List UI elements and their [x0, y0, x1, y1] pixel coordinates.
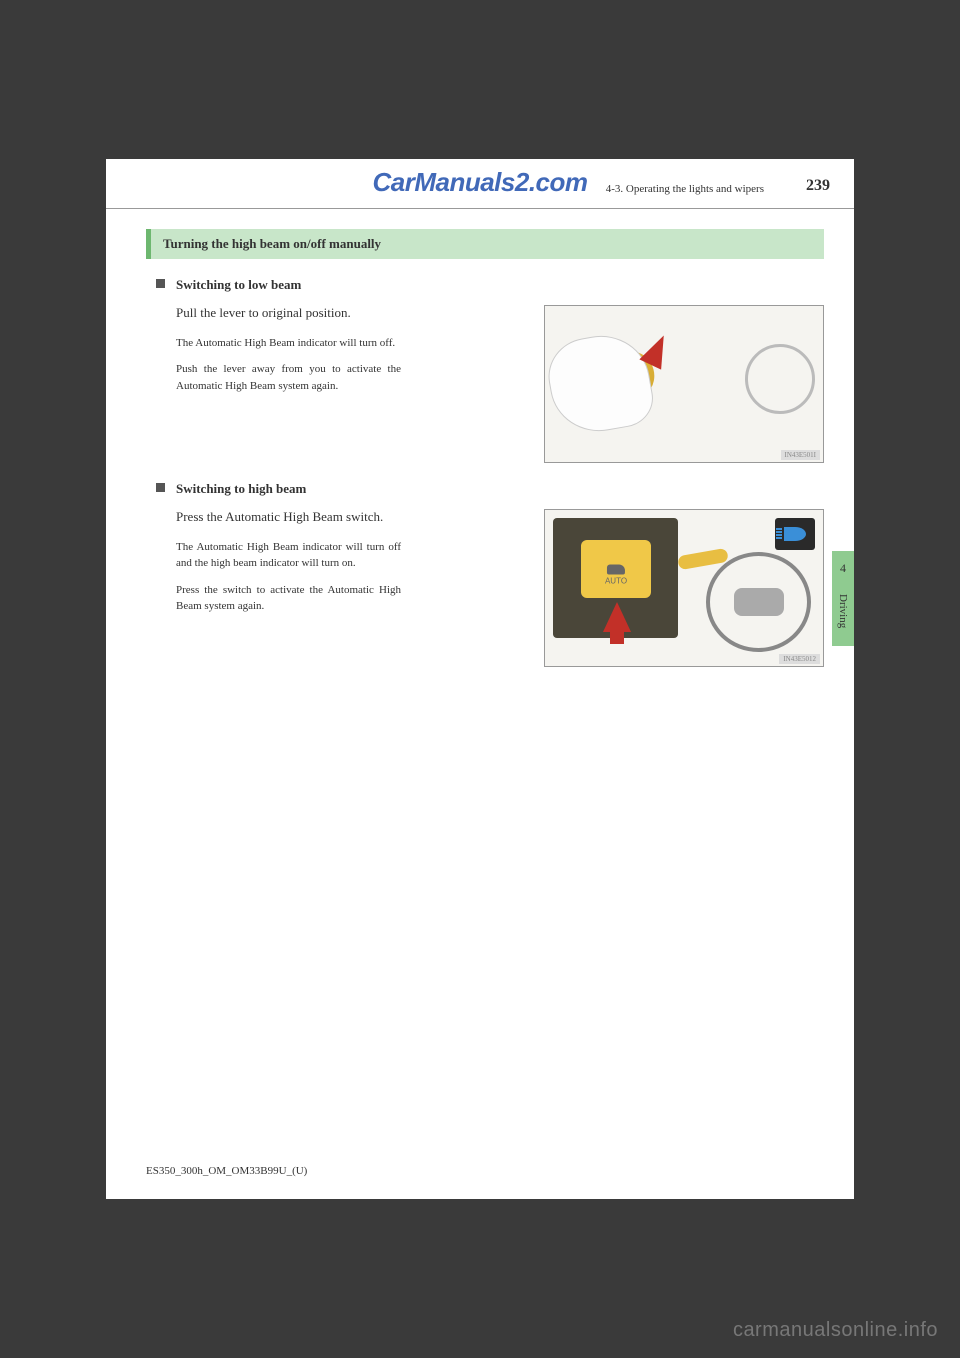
detail-text: The Automatic High Beam indicator will t… — [176, 539, 401, 572]
section-heading: Turning the high beam on/off manually — [146, 229, 824, 259]
tab-label: Driving — [837, 594, 849, 628]
text-column: Pull the lever to original position. The… — [146, 303, 401, 394]
steering-wheel-icon — [706, 552, 811, 652]
auto-text: AUTO — [605, 576, 627, 585]
watermark-bottom: carmanualsonline.info — [733, 1319, 938, 1342]
sub-heading-low-beam: Switching to low beam — [146, 277, 824, 293]
wheel-hub-icon — [734, 588, 784, 616]
subsection-low-beam: Switching to low beam Pull the lever to … — [146, 277, 824, 457]
figure-label: IN43E501I — [781, 450, 821, 460]
sub-heading-high-beam: Switching to high beam — [146, 481, 824, 497]
page-content: Turning the high beam on/off manually Sw… — [106, 209, 854, 701]
steering-wheel-icon — [745, 344, 815, 414]
high-beam-icon — [784, 527, 806, 541]
page-header: CarManuals2.com 4-3. Operating the light… — [106, 159, 854, 209]
figure-lever: IN43E501I — [544, 305, 824, 463]
watermark-top: CarManuals2.com — [372, 167, 587, 198]
button-panel: AUTO — [553, 518, 678, 638]
tab-number: 4 — [840, 561, 846, 576]
bullet-icon — [156, 483, 165, 492]
arrow-icon — [603, 602, 631, 632]
text-column: Press the Automatic High Beam switch. Th… — [146, 507, 401, 615]
figure-button: AUTO IN43E5012 — [544, 509, 824, 667]
page-number: 239 — [806, 177, 830, 195]
beam-indicator — [775, 518, 815, 550]
manual-page: CarManuals2.com 4-3. Operating the light… — [106, 159, 854, 1199]
car-icon — [607, 564, 625, 574]
subsection-high-beam: Switching to high beam Press the Automat… — [146, 481, 824, 701]
breadcrumb: 4-3. Operating the lights and wipers — [606, 183, 764, 195]
body-text: Pull the lever to original position. — [176, 303, 401, 323]
auto-button: AUTO — [581, 540, 651, 598]
hand-illustration — [544, 328, 657, 439]
side-tab: 4 Driving — [832, 551, 854, 646]
detail-text: The Automatic High Beam indicator will t… — [176, 335, 401, 352]
detail-text: Push the lever away from you to activate… — [176, 361, 401, 394]
sub-heading-text: Switching to low beam — [176, 277, 301, 292]
bullet-icon — [156, 279, 165, 288]
sub-heading-text: Switching to high beam — [176, 481, 306, 496]
figure-label: IN43E5012 — [779, 654, 820, 664]
detail-text: Press the switch to activate the Automat… — [176, 582, 401, 615]
body-text: Press the Automatic High Beam switch. — [176, 507, 401, 527]
footer-code: ES350_300h_OM_OM33B99U_(U) — [146, 1165, 307, 1177]
dashboard-illustration — [673, 306, 823, 463]
auto-label: AUTO — [605, 564, 627, 585]
